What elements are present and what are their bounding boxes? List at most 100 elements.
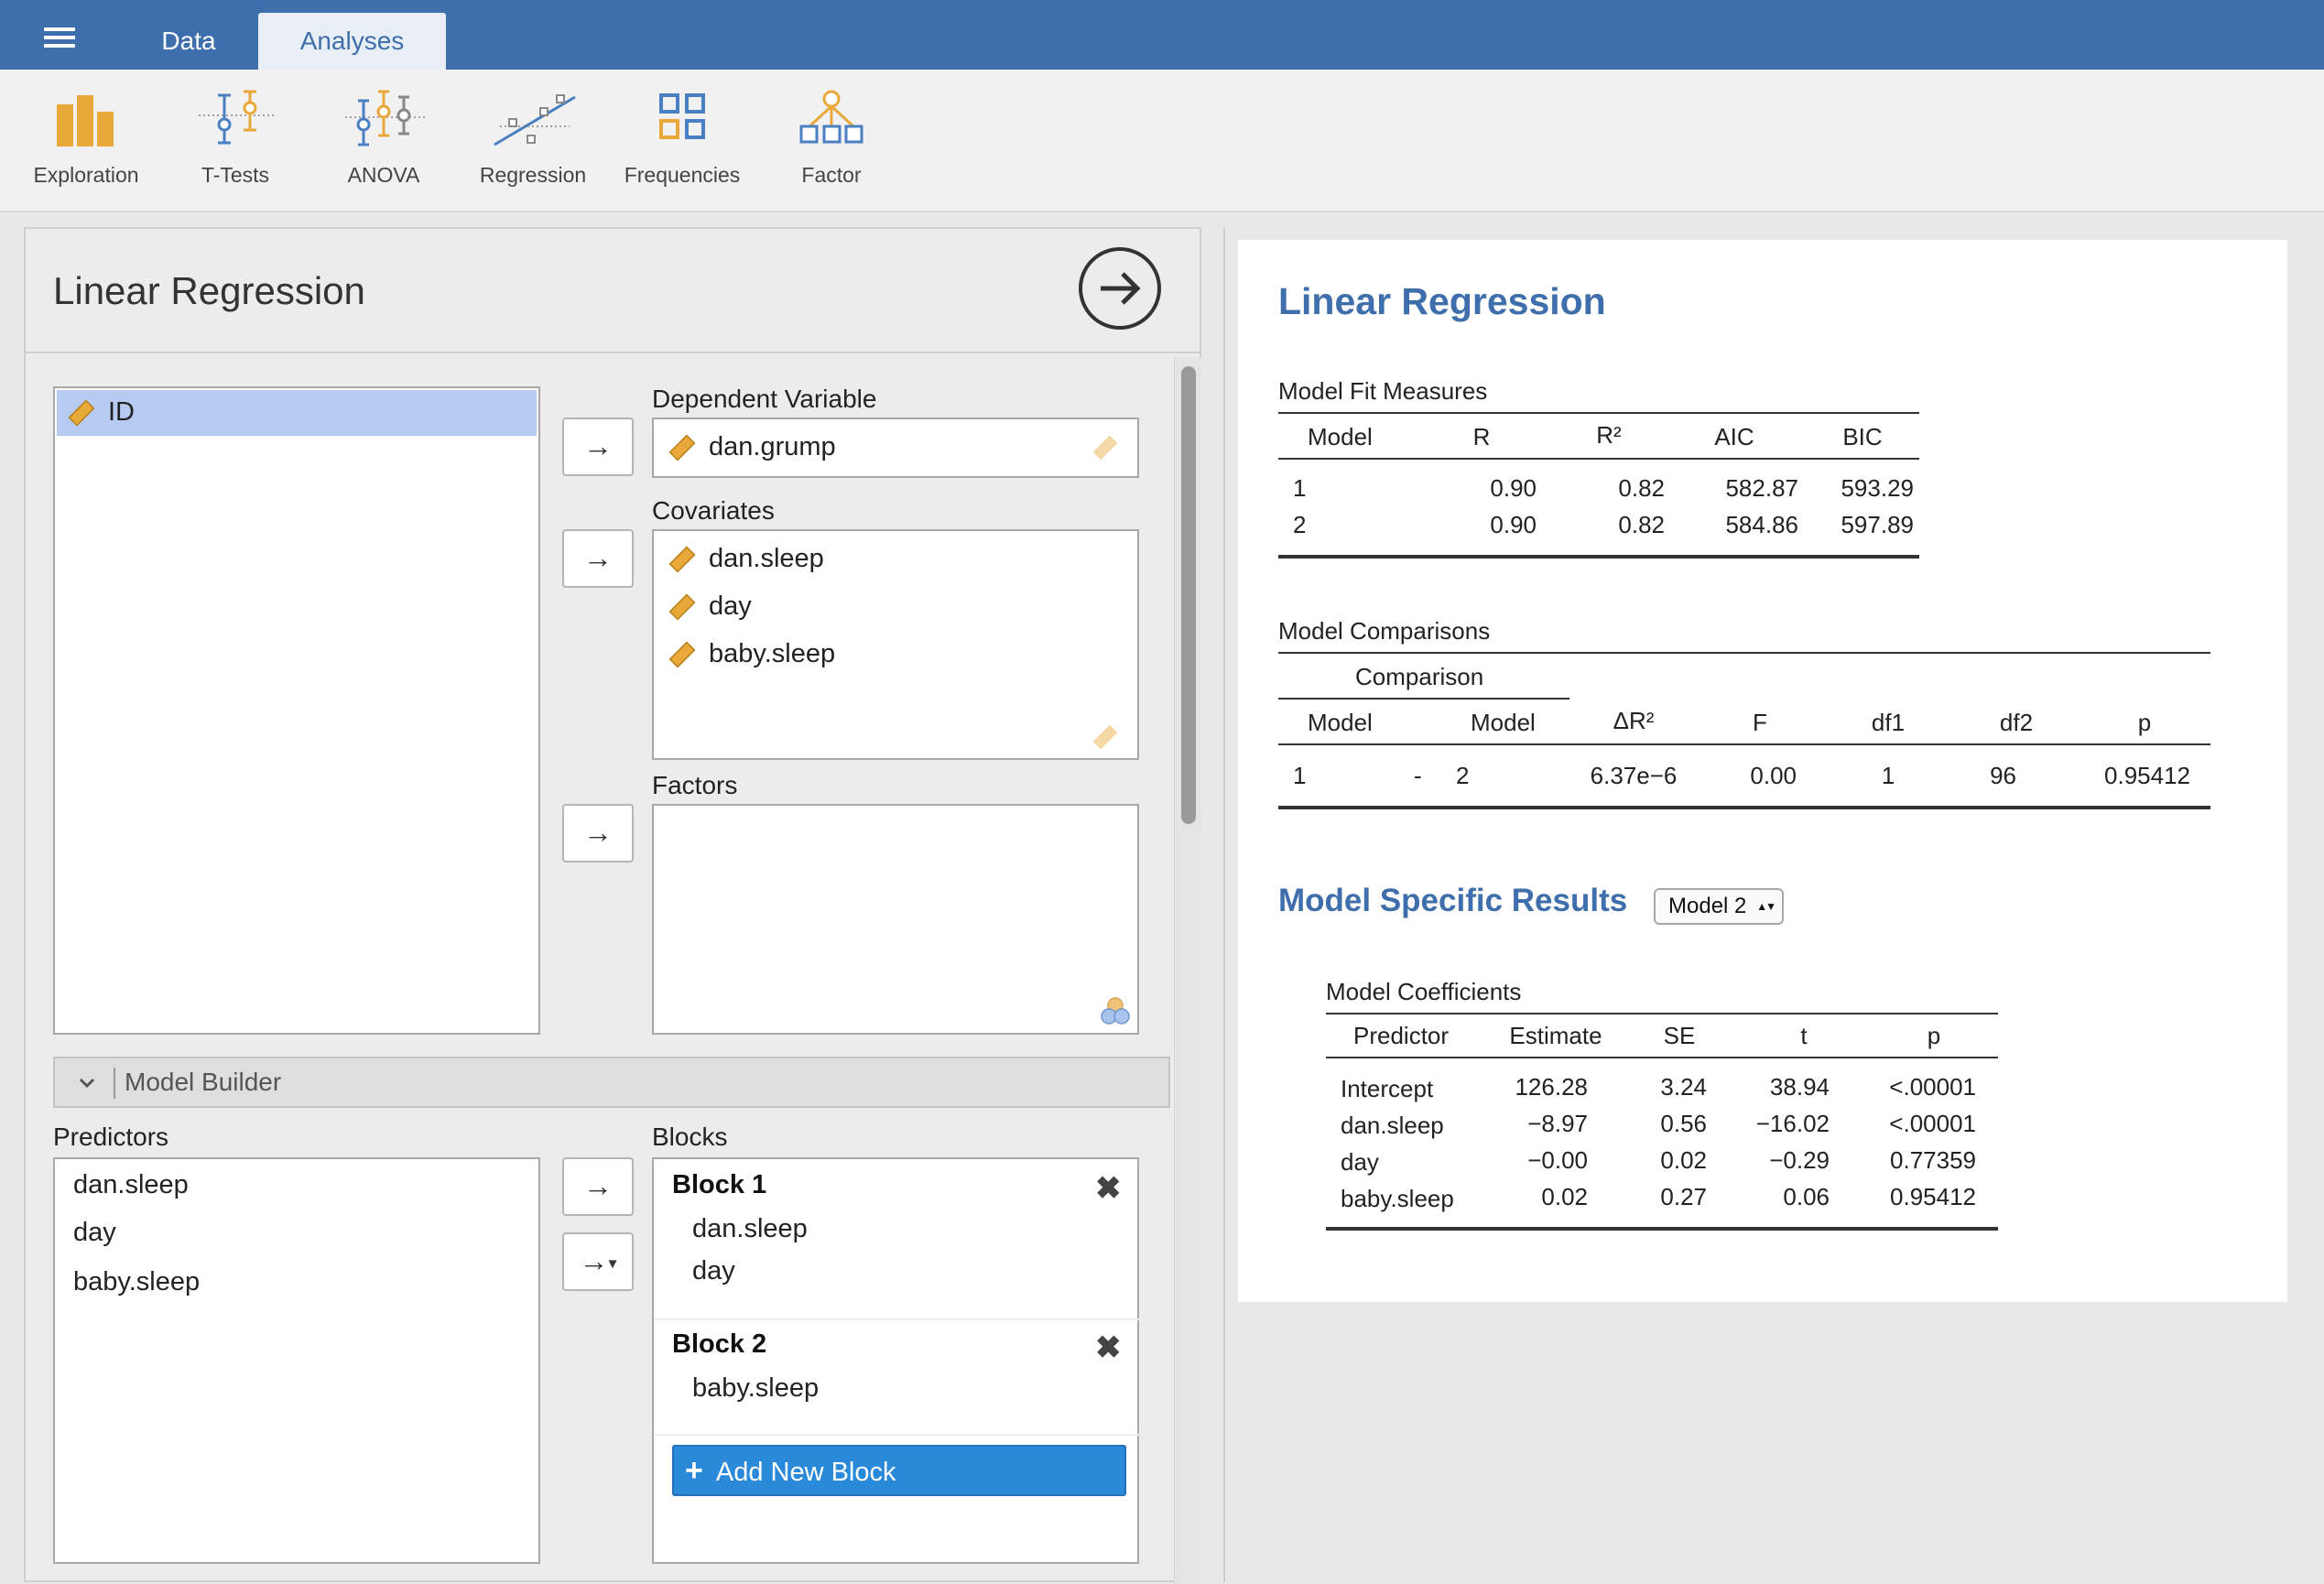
table-header: R <box>1472 423 1491 450</box>
table-cell: 1 <box>1293 762 1307 789</box>
move-to-covariates-button[interactable]: → <box>562 529 634 588</box>
table-cell: −0.29 <box>1769 1146 1830 1174</box>
table-header: F <box>1753 709 1767 736</box>
table-cell: 0.00 <box>1750 762 1797 789</box>
ribbon-label: Regression <box>479 163 587 187</box>
panel-splitter[interactable] <box>1223 227 1225 1582</box>
model-coefficients-title: Model Coefficients <box>1326 978 1522 1005</box>
table-cell: −0.00 <box>1527 1146 1588 1174</box>
tab-analyses[interactable]: Analyses <box>258 13 446 70</box>
scrollbar-thumb[interactable] <box>1181 366 1196 824</box>
table-cell: 2 <box>1456 762 1470 789</box>
block-title: Block 1 <box>672 1170 767 1199</box>
table-header: AIC <box>1714 423 1754 450</box>
list-item[interactable]: baby.sleep <box>692 1373 820 1403</box>
factors-box[interactable] <box>652 804 1139 1035</box>
ribbon-ttests-button[interactable]: T-Tests <box>167 88 304 207</box>
table-header: Estimate <box>1509 1022 1602 1049</box>
table-cell: baby.sleep <box>1341 1185 1454 1212</box>
menu-icon[interactable] <box>44 27 75 48</box>
predictors-list[interactable]: dan.sleep day baby.sleep <box>53 1157 540 1564</box>
options-header: Linear Regression <box>26 229 1200 353</box>
add-to-block-button[interactable]: → <box>562 1157 634 1216</box>
table-cell: 0.02 <box>1541 1183 1588 1210</box>
run-arrow-button[interactable] <box>1079 247 1161 330</box>
list-item[interactable]: dan.sleep <box>667 537 824 580</box>
list-item[interactable]: day <box>692 1256 735 1286</box>
covariates-box[interactable]: dan.sleep day baby.sleep <box>652 529 1139 760</box>
list-item[interactable]: baby.sleep <box>73 1267 201 1296</box>
table-cell: 0.77359 <box>1890 1146 1976 1174</box>
continuous-variable-icon <box>667 639 698 670</box>
ribbon-anova-button[interactable]: ANOVA <box>315 88 452 207</box>
table-rule <box>1278 698 1569 700</box>
divider <box>654 1318 1139 1320</box>
table-cell: 593.29 <box>1841 474 1914 502</box>
table-cell: 2 <box>1293 511 1307 538</box>
variables-list[interactable]: ID <box>53 386 540 1035</box>
continuous-variable-icon <box>667 591 698 623</box>
table-header: BIC <box>1842 423 1883 450</box>
options-scrollbar[interactable] <box>1174 357 1201 1584</box>
list-item[interactable]: baby.sleep <box>667 632 835 676</box>
add-new-block-button[interactable]: + Add New Block <box>672 1445 1126 1496</box>
list-item[interactable]: dan.grump <box>667 425 836 469</box>
add-to-block-dropdown-button[interactable]: →▾ <box>562 1232 634 1291</box>
table-cell: 38.94 <box>1769 1073 1830 1101</box>
move-to-dependent-button[interactable]: → <box>562 418 634 476</box>
ttest-icon <box>199 90 277 145</box>
table-cell: 584.86 <box>1725 511 1798 538</box>
table-group-header: Comparison <box>1355 663 1484 690</box>
variable-name: dan.grump <box>709 432 836 461</box>
table-rule <box>1326 1057 1998 1058</box>
list-item[interactable]: day <box>73 1218 116 1247</box>
block-2[interactable]: Block 2 ✖ baby.sleep <box>654 1320 1137 1434</box>
table-header: Predictor <box>1353 1022 1450 1049</box>
model-comparisons-title: Model Comparisons <box>1278 617 1491 645</box>
ribbon-factor-button[interactable]: Factor <box>763 88 900 207</box>
chevron-down-icon[interactable] <box>73 1069 101 1097</box>
table-header: df1 <box>1871 709 1906 736</box>
table-rule <box>1278 555 1919 559</box>
divider <box>654 1434 1139 1436</box>
table-cell: Intercept <box>1341 1075 1434 1102</box>
move-to-factors-button[interactable]: → <box>562 804 634 863</box>
table-rule <box>1278 652 2210 654</box>
ribbon-frequencies-button[interactable]: Frequencies <box>614 88 751 207</box>
covariates-label: Covariates <box>652 496 775 525</box>
ribbon-label: Frequencies <box>624 163 741 187</box>
table-header: SE <box>1663 1022 1696 1049</box>
list-item[interactable]: dan.sleep <box>73 1170 189 1199</box>
list-item[interactable]: day <box>667 584 752 628</box>
block-title: Block 2 <box>672 1329 767 1359</box>
model-builder-header[interactable]: Model Builder <box>53 1057 1170 1108</box>
table-cell: 6.37e−6 <box>1590 762 1678 789</box>
block-1[interactable]: Block 1 ✖ dan.sleep day <box>654 1159 1137 1318</box>
analyses-ribbon: Exploration T-Tests <box>0 70 2324 212</box>
model-select[interactable]: Model 2 ▲▼ <box>1654 888 1784 925</box>
table-header: p <box>2137 709 2152 736</box>
table-cell: 3.24 <box>1660 1073 1707 1101</box>
dependent-variable-box[interactable]: dan.grump <box>652 418 1139 478</box>
continuous-type-hint-icon <box>1090 721 1121 753</box>
ribbon-regression-button[interactable]: Regression <box>464 88 602 207</box>
continuous-variable-icon <box>667 544 698 575</box>
table-header: R² <box>1596 421 1622 449</box>
table-cell: 0.90 <box>1490 474 1537 502</box>
close-icon[interactable]: ✖ <box>1095 1330 1122 1365</box>
table-rule <box>1326 1013 1998 1014</box>
table-cell: 96 <box>1990 762 2016 789</box>
table-header: df2 <box>1999 709 2034 736</box>
ribbon-exploration-button[interactable]: Exploration <box>17 88 155 207</box>
table-header: Model <box>1471 709 1536 736</box>
close-icon[interactable]: ✖ <box>1095 1171 1122 1206</box>
tab-data[interactable]: Data <box>161 27 216 55</box>
ribbon-label: T-Tests <box>201 163 270 187</box>
caret-down-icon: ▾ <box>608 1253 617 1273</box>
list-item[interactable]: ID <box>57 390 537 436</box>
arrow-right-icon: → <box>579 1244 609 1277</box>
variable-name: baby.sleep <box>709 639 836 668</box>
blocks-box[interactable]: Block 1 ✖ dan.sleep day Block 2 ✖ baby.s… <box>652 1157 1139 1564</box>
list-item[interactable]: dan.sleep <box>692 1214 808 1243</box>
options-panel: Linear Regression ID → → → Dependent Var… <box>24 227 1201 1584</box>
